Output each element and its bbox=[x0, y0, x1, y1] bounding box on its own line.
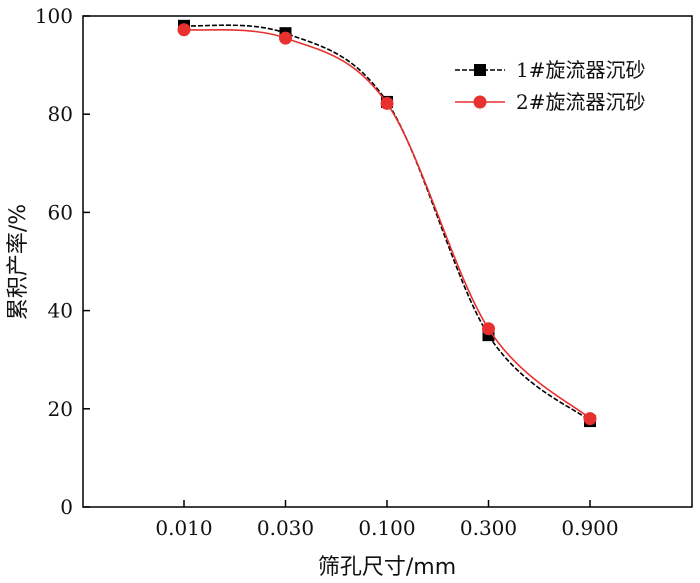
data-point bbox=[177, 23, 191, 37]
legend-label: 1#旋流器沉砂 bbox=[516, 58, 645, 82]
x-tick-label: 0.030 bbox=[257, 516, 314, 540]
legend-marker bbox=[474, 64, 486, 76]
y-axis: 0 20 40 60 80 100 bbox=[35, 4, 90, 519]
data-point bbox=[583, 412, 597, 426]
legend-item: 1#旋流器沉砂 bbox=[455, 58, 645, 82]
series-layer bbox=[177, 19, 597, 428]
series-2 bbox=[177, 23, 597, 426]
y-tick-label: 100 bbox=[35, 4, 73, 28]
y-axis-title: 累积产率/% bbox=[6, 204, 31, 320]
series-line bbox=[183, 28, 591, 420]
legend-label: 2#旋流器沉砂 bbox=[516, 90, 645, 114]
x-tick-label: 0.100 bbox=[358, 516, 415, 540]
y-tick-label: 80 bbox=[48, 102, 73, 126]
legend-marker bbox=[473, 95, 487, 109]
x-tick-label: 0.010 bbox=[155, 516, 212, 540]
y-tick-label: 60 bbox=[48, 200, 73, 224]
data-point bbox=[482, 322, 495, 336]
y-tick-label: 20 bbox=[48, 397, 73, 421]
x-axis-title: 筛孔尺寸/mm bbox=[318, 555, 456, 580]
series-line bbox=[183, 24, 591, 422]
y-tick-label: 40 bbox=[48, 299, 73, 323]
legend: 1#旋流器沉砂 2#旋流器沉砂 bbox=[455, 58, 645, 114]
x-tick-label: 0.300 bbox=[460, 516, 517, 540]
x-axis: 0.010 0.030 0.100 0.300 0.900 bbox=[155, 500, 619, 540]
legend-item: 2#旋流器沉砂 bbox=[455, 90, 645, 114]
y-tick-label: 0 bbox=[60, 495, 73, 519]
x-tick-label: 0.900 bbox=[561, 516, 618, 540]
data-point bbox=[279, 31, 292, 45]
data-point bbox=[380, 96, 394, 110]
